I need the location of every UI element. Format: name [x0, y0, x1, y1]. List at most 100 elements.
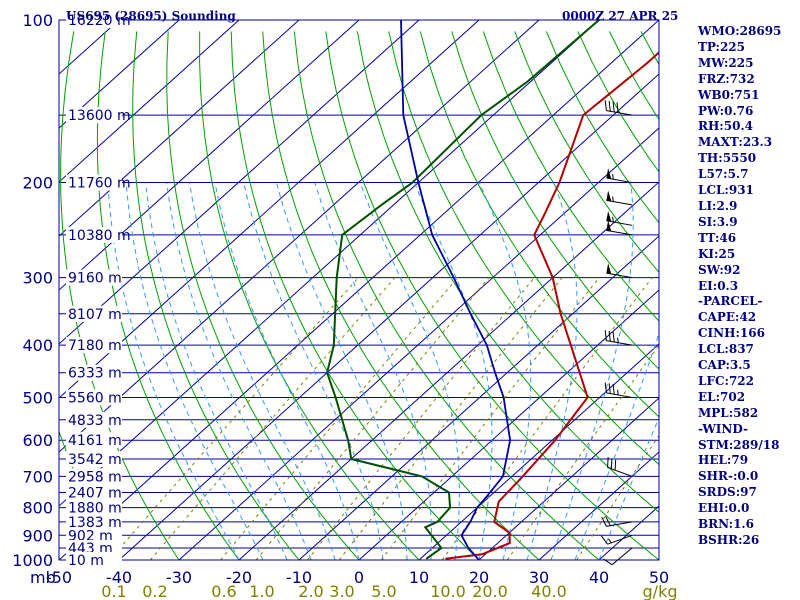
isotherm-line	[59, 20, 480, 399]
height-label-bg	[66, 174, 122, 191]
index-item: LI:2.9	[698, 198, 738, 213]
parcel-trace	[400, 20, 512, 560]
wind-barb-flag	[605, 516, 611, 526]
index-item: LFC:722	[698, 373, 754, 388]
wind-barb-halfflag	[617, 389, 619, 396]
height-label: 4833 m	[68, 413, 122, 429]
wind-barb-shaft	[606, 110, 633, 116]
moist-adiabat-line	[314, 182, 432, 560]
isotherm-line	[59, 20, 360, 291]
isotherm-line	[59, 20, 240, 183]
temperature-tick-label: -20	[226, 568, 252, 587]
isotherm-line	[478, 397, 659, 560]
dry-adiabat-line	[230, 31, 480, 560]
index-item: EHI:0.0	[698, 501, 750, 516]
mixing-ratio-line	[380, 277, 600, 560]
index-item: SRDS:97	[698, 485, 757, 500]
height-label: 2958 m	[68, 469, 122, 485]
plot-border	[58, 19, 660, 561]
wind-barb-flag	[614, 459, 617, 471]
temperature-tick-label: -50	[46, 568, 72, 587]
height-label-bg	[66, 411, 122, 428]
isotherm-line	[538, 451, 659, 560]
height-label: 10380 m	[68, 228, 131, 244]
height-label: 16220 m	[68, 13, 131, 29]
dry-adiabat-line	[132, 31, 300, 560]
mixing-ratio-label: g/kg	[643, 582, 678, 600]
mixing-ratio-label: 0.2	[142, 582, 167, 600]
height-label-bg	[66, 539, 122, 556]
moist-adiabat-line	[359, 182, 460, 560]
pressure-tick-label: 300	[22, 269, 53, 288]
moist-adiabat-line	[214, 182, 360, 560]
index-item: -PARCEL-	[698, 294, 763, 309]
index-item: BSHR:26	[698, 533, 760, 547]
index-item: TH:5550	[698, 151, 757, 166]
height-label-bg	[66, 527, 122, 544]
pressure-tick-label: 500	[22, 388, 53, 407]
index-item: LCL:931	[698, 183, 754, 198]
station-title: US695 (28695) Sounding	[66, 9, 236, 23]
height-label-bg	[66, 107, 122, 124]
wind-barb-pennant	[606, 190, 612, 202]
mixing-ratio-line	[255, 277, 490, 560]
dry-adiabat-line	[60, 31, 180, 560]
stability-indices-panel: WMO:28695 TP:225 MW:225 FRZ:732 WB0:751 PW:0.…	[698, 24, 781, 549]
index-item: -WIND-	[698, 421, 748, 436]
wind-barb	[606, 190, 633, 206]
mixing-ratio-line	[307, 277, 535, 560]
index-item: TT:46	[698, 230, 737, 245]
moist-adiabat-line	[145, 182, 288, 560]
dry-adiabat-line	[482, 31, 659, 322]
index-item: EI:0.3	[698, 278, 739, 293]
mixing-ratio-label: 0.1	[101, 582, 126, 600]
wind-barb	[600, 534, 633, 545]
height-label-bg	[66, 337, 122, 354]
dry-adiabat-line	[325, 31, 659, 560]
isotherm-line	[118, 73, 659, 560]
moist-adiabat-line	[276, 182, 408, 560]
wind-barb-halfflag	[612, 174, 614, 180]
temperature-tick-label: -10	[286, 568, 312, 587]
wind-barb-flag	[607, 457, 609, 468]
index-item: MW:225	[698, 55, 754, 70]
dry-adiabat-line	[96, 31, 240, 560]
index-item: HEL:79	[698, 453, 749, 468]
temperature-tick-label: 50	[649, 568, 669, 587]
mixing-ratio-label: 0.6	[211, 582, 236, 600]
dry-adiabat-line	[419, 31, 659, 418]
wind-barb-flag	[616, 102, 619, 113]
dry-adiabat-line	[451, 31, 659, 370]
index-item: WMO:28695	[698, 24, 782, 38]
pressure-tick-label: 400	[22, 336, 53, 355]
wind-barb-shaft	[606, 521, 633, 527]
pressure-tick-label: 800	[22, 499, 53, 518]
temperature-tick-label: 20	[469, 568, 489, 587]
index-item: BRN:1.6	[698, 517, 754, 532]
dewpoint-trace	[326, 20, 600, 560]
index-item: SHR-:0.0	[698, 469, 759, 484]
wind-barb-halfflag	[612, 216, 614, 223]
pressure-tick-label: 600	[22, 431, 53, 450]
height-label: 1383 m	[68, 515, 122, 531]
wind-barb-shaft	[607, 534, 633, 545]
height-label: 10 m	[68, 553, 104, 569]
pressure-unit-label: mb	[30, 568, 56, 587]
trace-layer	[326, 20, 659, 560]
wind-barb	[606, 168, 633, 184]
height-label: 3542 m	[68, 452, 122, 468]
height-label-bg	[66, 12, 122, 28]
dry-adiabat-line	[356, 31, 659, 513]
isotherm-line	[238, 181, 659, 560]
mixing-ratio-line	[149, 277, 396, 560]
height-label: 2407 m	[68, 486, 122, 502]
mixing-ratio-label: 20.0	[472, 582, 508, 600]
isotherm-line	[418, 343, 659, 560]
wind-barb-flag	[612, 101, 615, 113]
moist-adiabat-line	[107, 182, 240, 560]
dry-adiabat-line	[166, 31, 360, 560]
wind-barb-shaft	[606, 340, 633, 346]
height-label-bg	[66, 468, 122, 485]
wind-barb-halfflag	[617, 337, 619, 343]
wind-barb-flag	[608, 383, 611, 394]
